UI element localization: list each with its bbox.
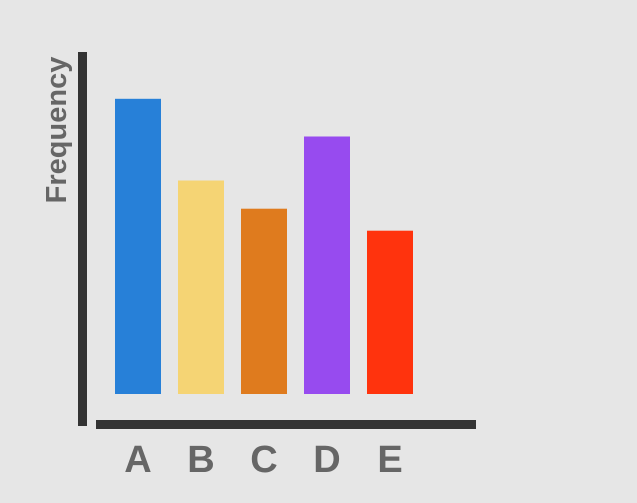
bars-group: [115, 98, 413, 395]
x-axis-line: [96, 420, 476, 429]
x-tick-label-d: D: [313, 439, 340, 481]
x-tick-label-e: E: [377, 439, 402, 481]
x-tick-label-c: C: [250, 439, 277, 481]
bar-a: [115, 98, 161, 395]
bar-b: [178, 180, 224, 394]
x-tick-label-b: B: [187, 439, 214, 481]
bar-e: [367, 230, 413, 394]
bar-c: [241, 208, 287, 394]
y-axis-label: Frequency: [41, 57, 73, 204]
y-axis-line: [78, 52, 87, 426]
x-tick-label-a: A: [124, 439, 151, 481]
bar-d: [304, 136, 350, 394]
